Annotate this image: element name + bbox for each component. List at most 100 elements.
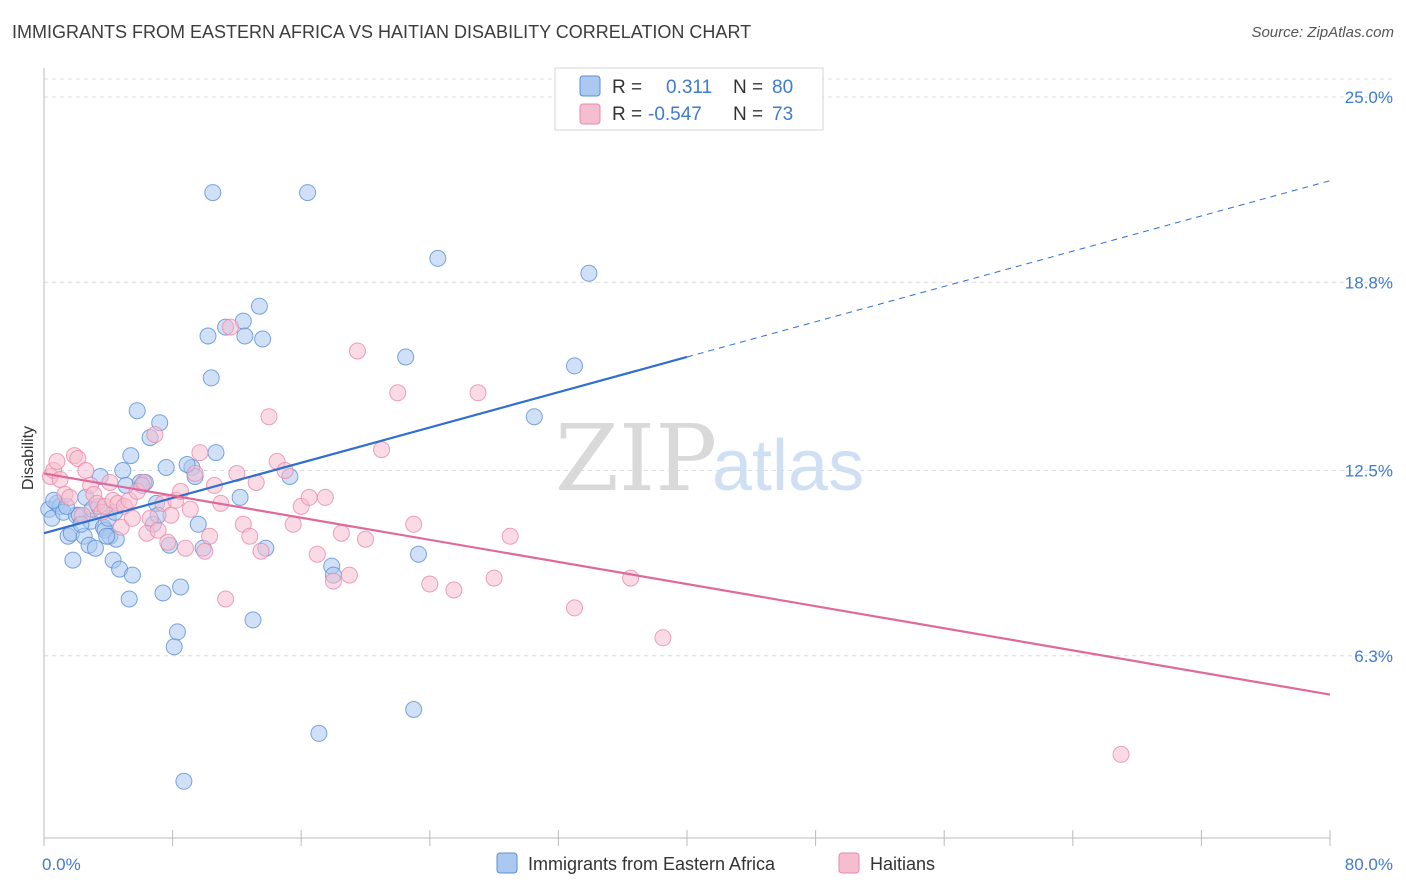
haitians-point-69: [566, 599, 583, 617]
haitians-point-54: [308, 545, 326, 563]
legend-n-value-1: 80: [772, 77, 793, 98]
haitians-point-15: [101, 474, 119, 491]
trend-lines: [43, 180, 1331, 696]
haitians-point-33: [177, 539, 194, 557]
haitians-point-7: [69, 450, 87, 467]
eastern-africa-point-68: [525, 408, 543, 426]
haitians-point-9: [77, 462, 95, 479]
haitians-point-2: [48, 453, 66, 470]
eastern-africa-point-7: [64, 551, 82, 569]
haitians-point-47: [252, 542, 270, 560]
y-tick-label-2: 12.5%: [1345, 462, 1393, 481]
axes: [43, 68, 1331, 846]
legend-r-label-1: R =: [612, 77, 642, 98]
haitians-point-61: [373, 441, 391, 459]
haitians-point-66: [469, 384, 487, 402]
haitians-point-58: [340, 566, 358, 584]
haitians-point-23: [135, 474, 153, 491]
eastern-africa-point-67: [429, 249, 447, 267]
haitians-point-64: [421, 575, 439, 593]
bottom-legend-label-2: Haitians: [870, 854, 935, 874]
eastern-africa-point-65: [405, 701, 423, 718]
haitians-point-51: [284, 515, 302, 533]
eastern-africa-point-60: [299, 184, 317, 202]
eastern-africa-point-43: [175, 772, 193, 790]
haitians-point-37: [196, 542, 214, 560]
eastern-africa-point-40: [165, 638, 183, 656]
haitians-point-29: [159, 533, 177, 551]
haitians-point-21: [123, 509, 141, 527]
haitians-point-3: [51, 471, 69, 488]
eastern-africa-point-38: [157, 459, 175, 476]
stats-legend: R = 0.311 N = 80 R = -0.547 N = 73: [554, 67, 824, 131]
watermark-atlas: atlas: [712, 426, 864, 506]
eastern-africa-point-28: [122, 447, 140, 465]
eastern-africa-point-69: [566, 357, 583, 375]
haitians-point-56: [324, 572, 342, 590]
haitians-point-36: [191, 444, 209, 462]
y-tick-label-0: 25.0%: [1345, 88, 1393, 107]
haitians-point-72: [1112, 745, 1130, 763]
haitians-point-63: [405, 515, 423, 533]
chart-title: IMMIGRANTS FROM EASTERN AFRICA VS HAITIA…: [12, 22, 752, 42]
haitians-point-27: [149, 521, 167, 539]
eastern-africa-point-27: [120, 590, 138, 608]
eastern-africa-point-47: [199, 327, 217, 345]
y-tick-label-3: 6.3%: [1354, 647, 1393, 666]
bottom-legend-label-1: Immigrants from Eastern Africa: [528, 854, 776, 874]
x-tick-label-1: 80.0%: [1345, 855, 1393, 874]
haitians-point-45: [241, 527, 259, 545]
eastern-africa-point-74: [98, 527, 116, 545]
haitians-point-59: [349, 342, 366, 360]
eastern-africa-point-56: [250, 297, 268, 315]
eastern-africa-point-41: [168, 623, 186, 641]
haitians-point-30: [162, 506, 180, 524]
legend-n-value-2: 73: [772, 104, 793, 125]
tick-labels: 25.0% 18.8% 12.5% 6.3% 0.0% 80.0%: [42, 88, 1393, 874]
haitians-point-18: [112, 518, 130, 536]
haitians-point-67: [485, 569, 503, 587]
eastern-africa-point-54: [236, 327, 254, 345]
haitians-point-62: [389, 384, 407, 402]
haitians-point-57: [332, 524, 350, 542]
eastern-africa-point-30: [128, 402, 146, 420]
eastern-africa-point-37: [154, 584, 172, 602]
legend-r-value-1: 0.311: [666, 77, 712, 98]
haitians-point-42: [222, 318, 239, 336]
haitians-point-55: [316, 488, 334, 506]
eastern-africa-point-61: [310, 724, 328, 742]
legend-r-label-2: R =: [612, 104, 642, 125]
eastern-africa-point-57: [254, 330, 272, 348]
eastern-africa-point-64: [397, 348, 415, 366]
legend-swatch-pink: [579, 103, 601, 125]
legend-r-value-2: -0.547: [648, 104, 702, 125]
eastern-africa-point-66: [410, 545, 427, 563]
haitians-point-71: [654, 629, 672, 647]
eastern-africa-point-70: [580, 264, 598, 282]
eastern-africa-point-29: [123, 566, 141, 584]
haitians-point-5: [61, 488, 79, 506]
haitians-point-65: [445, 581, 463, 599]
eastern-africa-point-52: [231, 488, 249, 506]
haitians-point-34: [181, 500, 199, 518]
haitians-point-35: [186, 465, 204, 482]
haitians-point-48: [260, 408, 278, 426]
eastern-africa-point-55: [244, 611, 262, 629]
eastern-africa-point-15: [86, 539, 104, 557]
eastern-africa-trend-extension: [686, 180, 1331, 358]
bottom-legend-swatch-pink: [838, 852, 860, 874]
bottom-legend-swatch-blue: [496, 852, 518, 874]
haitians-point-41: [217, 590, 235, 608]
haitians-trend-line: [43, 472, 1331, 696]
haitians-point-38: [201, 527, 219, 545]
haitians-point-60: [357, 530, 374, 548]
eastern-africa-point-48: [202, 369, 220, 387]
legend-swatch-blue: [579, 75, 601, 97]
eastern-africa-point-50: [207, 444, 225, 462]
eastern-africa-point-25: [114, 462, 132, 479]
gridlines: [44, 78, 1395, 657]
y-axis-title: Disability: [20, 426, 37, 490]
eastern-africa-point-49: [204, 184, 222, 202]
watermark-zip: ZIP: [555, 405, 717, 512]
